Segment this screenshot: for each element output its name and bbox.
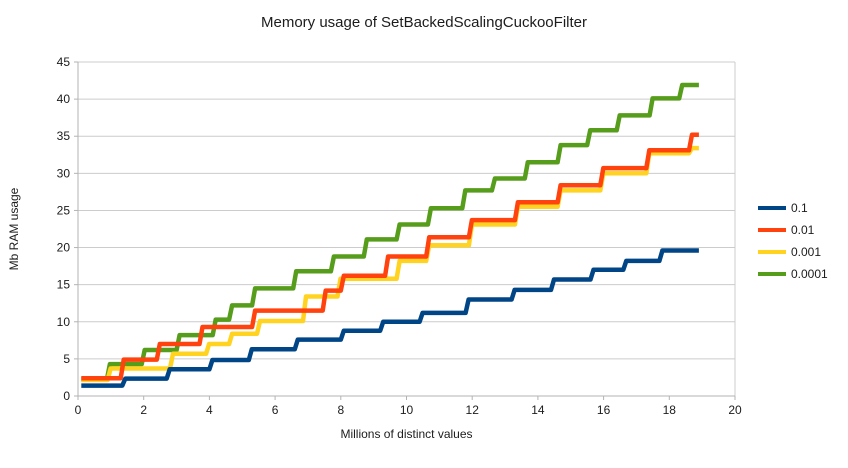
y-tick-label: 35 bbox=[57, 129, 71, 143]
y-axis-title: Mb RAM usage bbox=[7, 187, 21, 270]
y-tick-label: 15 bbox=[57, 278, 71, 292]
x-tick-label: 16 bbox=[597, 403, 611, 417]
x-tick-label: 20 bbox=[728, 403, 742, 417]
legend-item-0.1: 0.1 bbox=[758, 197, 828, 219]
x-tick-label: 8 bbox=[337, 403, 344, 417]
y-tick-label: 0 bbox=[63, 389, 70, 403]
x-tick-label: 18 bbox=[663, 403, 677, 417]
x-tick-label: 14 bbox=[531, 403, 545, 417]
legend-label: 0.0001 bbox=[791, 267, 828, 281]
legend-swatch bbox=[758, 228, 786, 232]
y-tick-label: 45 bbox=[57, 55, 71, 69]
x-axis-title: Millions of distinct values bbox=[340, 427, 472, 441]
legend-item-0.001: 0.001 bbox=[758, 241, 828, 263]
legend-label: 0.1 bbox=[791, 201, 808, 215]
legend-swatch bbox=[758, 250, 786, 254]
y-tick-label: 40 bbox=[57, 92, 71, 106]
legend-swatch bbox=[758, 272, 786, 276]
chart-title: Memory usage of SetBackedScalingCuckooFi… bbox=[261, 14, 587, 31]
x-tick-label: 12 bbox=[466, 403, 480, 417]
y-tick-label: 30 bbox=[57, 166, 71, 180]
legend: 0.1 0.01 0.001 0.0001 bbox=[758, 197, 828, 285]
legend-item-0.0001: 0.0001 bbox=[758, 263, 828, 285]
x-tick-label: 6 bbox=[272, 403, 279, 417]
legend-swatch bbox=[758, 206, 786, 210]
y-tick-label: 20 bbox=[57, 241, 71, 255]
y-tick-label: 5 bbox=[63, 352, 70, 366]
legend-item-0.01: 0.01 bbox=[758, 219, 828, 241]
y-tick-label: 25 bbox=[57, 203, 71, 217]
x-tick-label: 4 bbox=[206, 403, 213, 417]
x-tick-label: 0 bbox=[75, 403, 82, 417]
series-line-0.01 bbox=[81, 132, 699, 381]
legend-label: 0.001 bbox=[791, 245, 822, 259]
x-tick-label: 10 bbox=[400, 403, 414, 417]
y-tick-label: 10 bbox=[57, 315, 71, 329]
series-line-0.1 bbox=[81, 248, 699, 388]
legend-label: 0.01 bbox=[791, 223, 815, 237]
series-line-0.0001 bbox=[81, 82, 699, 382]
x-tick-label: 2 bbox=[140, 403, 147, 417]
